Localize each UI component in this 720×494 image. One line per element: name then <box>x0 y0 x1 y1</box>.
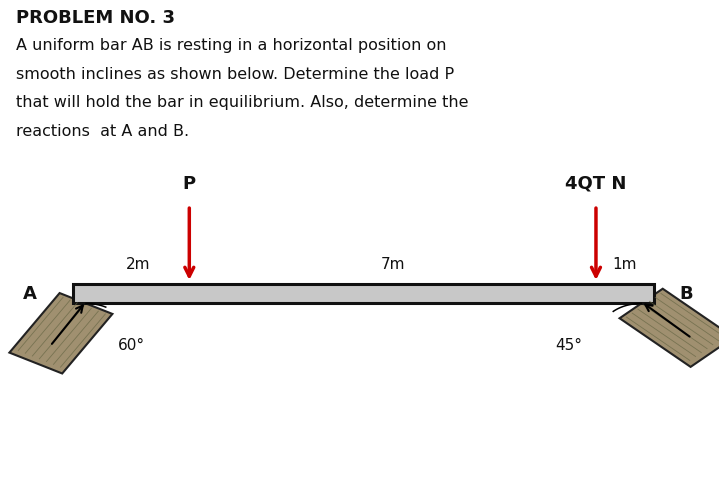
Text: P: P <box>183 175 196 193</box>
Text: reactions  at A and B.: reactions at A and B. <box>16 124 189 139</box>
Text: 7m: 7m <box>380 256 405 272</box>
Text: 2m: 2m <box>126 256 150 272</box>
Text: smooth inclines as shown below. Determine the load P: smooth inclines as shown below. Determin… <box>16 67 454 82</box>
Text: B: B <box>680 285 693 303</box>
Bar <box>73 284 654 303</box>
Polygon shape <box>9 293 112 373</box>
Text: 4QT N: 4QT N <box>565 175 626 193</box>
Text: 1m: 1m <box>613 256 637 272</box>
Text: that will hold the bar in equilibrium. Also, determine the: that will hold the bar in equilibrium. A… <box>16 95 468 110</box>
Text: 60°: 60° <box>118 338 145 353</box>
Text: PROBLEM NO. 3: PROBLEM NO. 3 <box>16 9 175 27</box>
Text: A uniform bar AB is resting in a horizontal position on: A uniform bar AB is resting in a horizon… <box>16 38 446 53</box>
Text: A: A <box>23 285 37 303</box>
Text: 45°: 45° <box>555 338 582 353</box>
Polygon shape <box>620 288 720 367</box>
